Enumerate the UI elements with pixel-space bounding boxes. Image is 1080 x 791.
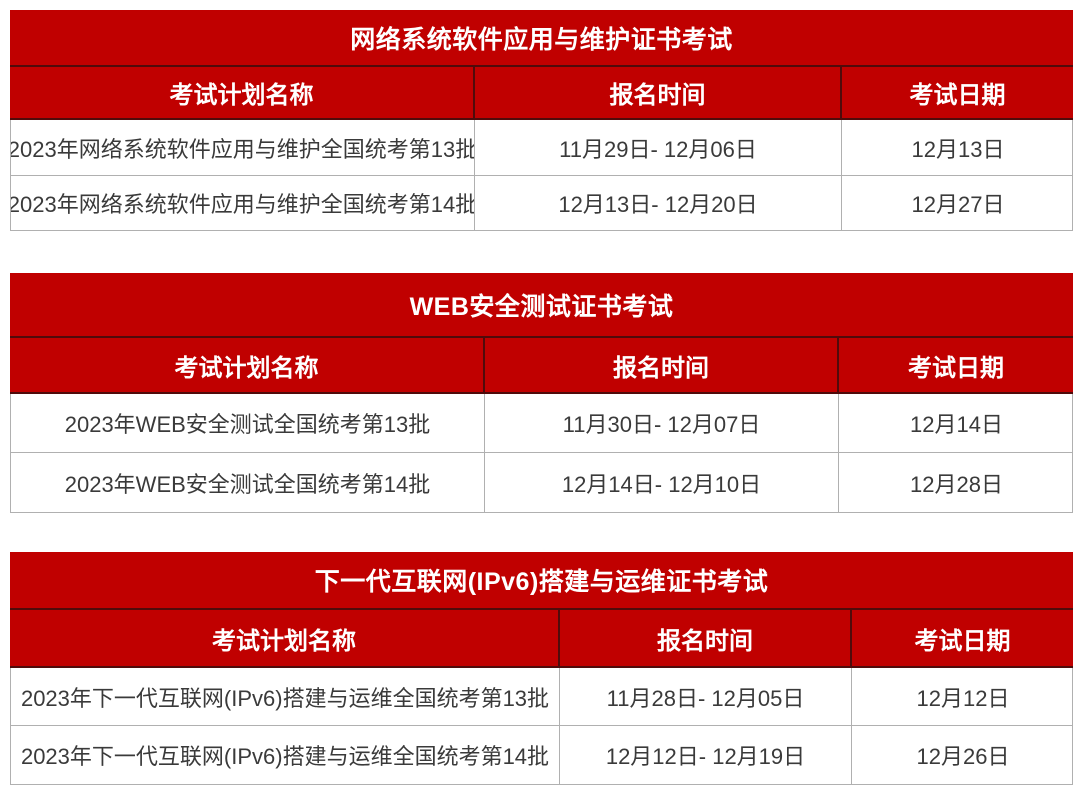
- column-header-exam-date: 考试日期: [850, 610, 1073, 666]
- column-header-registration-period: 报名时间: [558, 610, 850, 666]
- table-header-row: 考试计划名称 报名时间 考试日期: [10, 338, 1073, 394]
- plan-name-cell: 2023年网络系统软件应用与维护全国统考第13批: [11, 136, 474, 162]
- table-header-row: 考试计划名称 报名时间 考试日期: [10, 610, 1073, 668]
- exam-date-cell: 12月12日: [851, 668, 1074, 725]
- registration-period-cell: 11月28日- 12月05日: [559, 668, 851, 725]
- table-title: 网络系统软件应用与维护证书考试: [10, 10, 1073, 67]
- registration-period-cell: 11月30日- 12月07日: [484, 394, 838, 452]
- column-header-exam-date: 考试日期: [840, 67, 1073, 118]
- table-row: 2023年网络系统软件应用与维护全国统考第14批 12月13日- 12月20日 …: [10, 176, 1073, 231]
- registration-period-cell: 11月29日- 12月06日: [474, 120, 841, 175]
- plan-name-cell: 2023年WEB安全测试全国统考第14批: [64, 471, 431, 497]
- table-title: 下一代互联网(IPv6)搭建与运维证书考试: [10, 552, 1073, 610]
- table-row: 2023年网络系统软件应用与维护全国统考第13批 11月29日- 12月06日 …: [10, 120, 1073, 176]
- column-header-plan-name: 考试计划名称: [212, 627, 356, 655]
- column-header-plan-name: 考试计划名称: [174, 354, 319, 382]
- exam-date-cell: 12月26日: [851, 726, 1074, 784]
- column-header-registration-period: 报名时间: [483, 338, 837, 392]
- column-header-exam-date: 考试日期: [837, 338, 1073, 392]
- plan-name-cell: 2023年下一代互联网(IPv6)搭建与运维全国统考第14批: [20, 744, 550, 769]
- column-header-registration-period: 报名时间: [473, 67, 840, 118]
- exam-date-cell: 12月28日: [838, 453, 1074, 512]
- column-header-plan-name: 考试计划名称: [169, 82, 314, 109]
- exam-table-web-security: WEB安全测试证书考试 考试计划名称 报名时间 考试日期 2023年WEB安全测…: [10, 273, 1073, 513]
- table-row: 2023年下一代互联网(IPv6)搭建与运维全国统考第13批 11月28日- 1…: [10, 668, 1073, 726]
- plan-name-cell: 2023年网络系统软件应用与维护全国统考第14批: [11, 192, 474, 217]
- table-title: WEB安全测试证书考试: [10, 273, 1073, 338]
- registration-period-cell: 12月14日- 12月10日: [484, 453, 838, 512]
- exam-date-cell: 12月27日: [841, 176, 1074, 230]
- exam-date-cell: 12月13日: [841, 120, 1074, 175]
- table-row: 2023年WEB安全测试全国统考第14批 12月14日- 12月10日 12月2…: [10, 453, 1073, 513]
- registration-period-cell: 12月12日- 12月19日: [559, 726, 851, 784]
- exam-table-ipv6: 下一代互联网(IPv6)搭建与运维证书考试 考试计划名称 报名时间 考试日期 2…: [10, 552, 1073, 785]
- exam-date-cell: 12月14日: [838, 394, 1074, 452]
- plan-name-cell: 2023年WEB安全测试全国统考第13批: [64, 412, 431, 437]
- registration-period-cell: 12月13日- 12月20日: [474, 176, 841, 230]
- table-header-row: 考试计划名称 报名时间 考试日期: [10, 67, 1073, 120]
- table-row: 2023年WEB安全测试全国统考第13批 11月30日- 12月07日 12月1…: [10, 394, 1073, 453]
- plan-name-cell: 2023年下一代互联网(IPv6)搭建与运维全国统考第13批: [20, 685, 550, 711]
- table-row: 2023年下一代互联网(IPv6)搭建与运维全国统考第14批 12月12日- 1…: [10, 726, 1073, 785]
- exam-table-network-maintenance: 网络系统软件应用与维护证书考试 考试计划名称 报名时间 考试日期 2023年网络…: [10, 10, 1073, 231]
